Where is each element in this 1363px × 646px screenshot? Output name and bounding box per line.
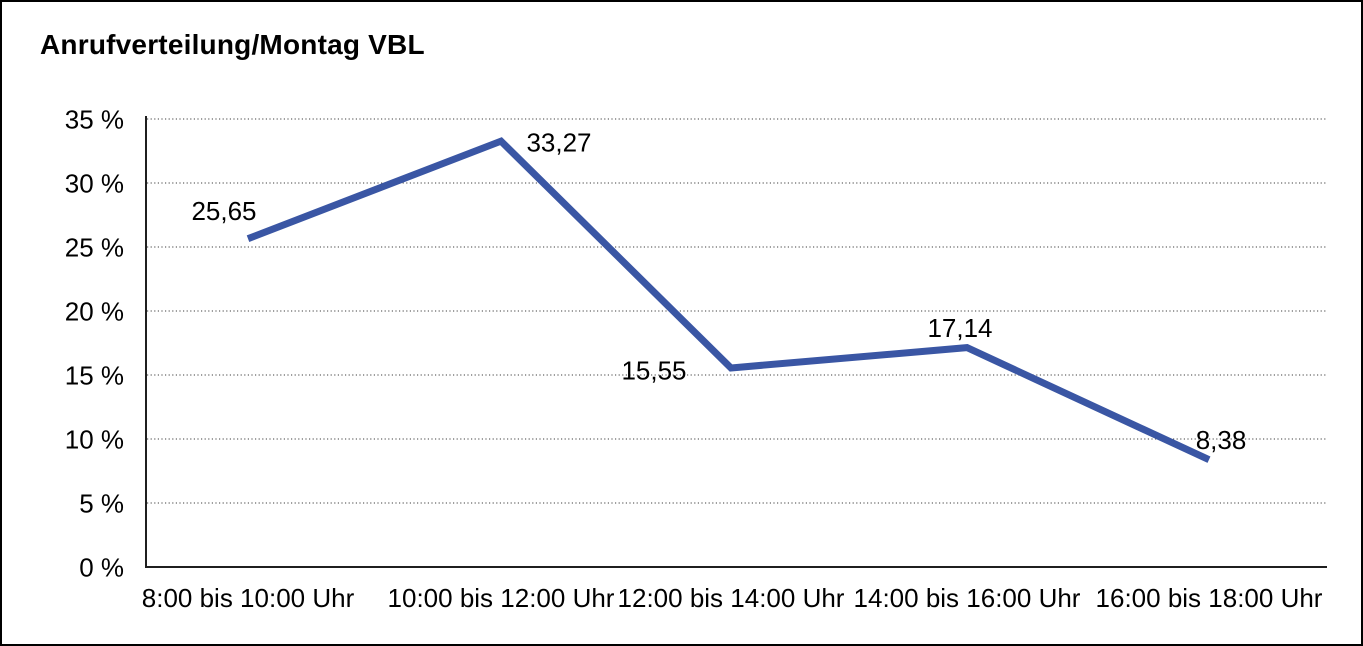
data-point-label: 17,14: [927, 313, 992, 343]
data-point-label: 33,27: [526, 128, 591, 158]
y-tick-label: 30 %: [65, 169, 124, 199]
chart-title: Anrufverteilung/Montag VBL: [40, 29, 425, 60]
y-tick-label: 15 %: [65, 361, 124, 391]
x-tick-label: 14:00 bis 16:00 Uhr: [854, 583, 1081, 613]
series-line: [246, 137, 1211, 463]
y-tick-label: 0 %: [79, 553, 124, 583]
x-tick-label: 12:00 bis 14:00 Uhr: [618, 583, 845, 613]
data-point-label: 8,38: [1196, 425, 1247, 455]
data-point-label: 15,55: [621, 355, 686, 385]
y-tick-label: 10 %: [65, 425, 124, 455]
y-tick-label: 20 %: [65, 297, 124, 327]
x-tick-label: 10:00 bis 12:00 Uhr: [388, 583, 615, 613]
x-tick-label: 8:00 bis 10:00 Uhr: [142, 583, 355, 613]
y-tick-label: 25 %: [65, 233, 124, 263]
y-tick-label: 5 %: [79, 489, 124, 519]
y-tick-label: 35 %: [65, 105, 124, 135]
x-tick-label: 16:00 bis 18:00 Uhr: [1096, 583, 1323, 613]
data-point-label: 25,65: [191, 196, 256, 226]
